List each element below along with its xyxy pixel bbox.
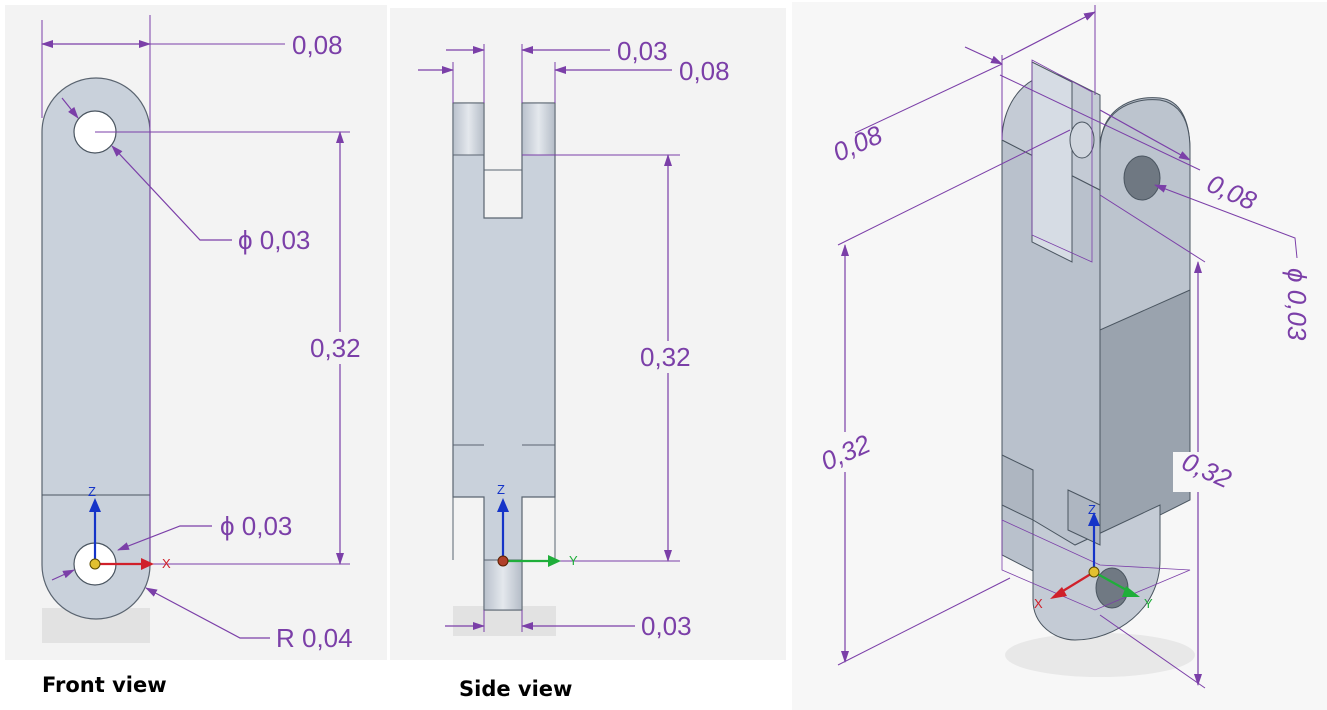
x-axis-arrow <box>1057 571 1095 595</box>
ground-shadow <box>453 606 556 636</box>
side-slot-label: 0,03 <box>617 36 668 66</box>
iso-slot-face <box>1031 61 1073 263</box>
iso-y-axis-label: Y <box>1144 596 1153 611</box>
side-y-axis-label: Y <box>569 553 578 568</box>
front-width-label: 0,08 <box>292 30 343 60</box>
origin-marker <box>497 555 509 567</box>
ground-shadow <box>1005 633 1195 677</box>
iso-view: 0,08 0,08 ϕ 0,03 0,32 0,32 Z X Y <box>816 5 1312 689</box>
origin-marker <box>89 558 101 570</box>
front-x-axis-label: X <box>162 556 171 571</box>
side-z-axis-label: Z <box>497 482 505 497</box>
y-axis-arrow <box>1093 571 1131 593</box>
front-z-axis-label: Z <box>88 484 96 499</box>
front-view-caption: Front view <box>42 673 167 697</box>
right-prong-top <box>521 102 556 156</box>
front-view: 0,08 ϕ 0,03 0,32 ϕ 0,03 R 0,04 Z X <box>41 15 368 653</box>
left-prong-top <box>452 102 485 156</box>
iso-z-axis-label: Z <box>1088 502 1096 517</box>
front-radius-label: R 0,04 <box>276 623 353 653</box>
iso-pin <box>1069 121 1095 159</box>
side-view-caption: Side view <box>459 677 573 701</box>
front-top-hole-label: ϕ 0,03 <box>238 225 310 255</box>
iso-top-hole <box>1123 155 1161 201</box>
origin-marker <box>1088 566 1100 578</box>
side-width-label: 0,08 <box>679 56 730 86</box>
side-view: 0,03 0,08 0,32 0,03 Z Y <box>418 36 730 641</box>
side-tab-label: 0,03 <box>641 611 692 641</box>
side-length-label: 0,32 <box>640 342 691 372</box>
front-length-label: 0,32 <box>310 333 361 363</box>
bottom-tab <box>483 559 523 611</box>
side-view-panel <box>390 8 786 660</box>
front-bottom-hole-label: ϕ 0,03 <box>220 511 292 541</box>
iso-hole-label: ϕ 0,03 <box>1282 268 1312 341</box>
iso-x-axis-label: X <box>1034 596 1043 611</box>
